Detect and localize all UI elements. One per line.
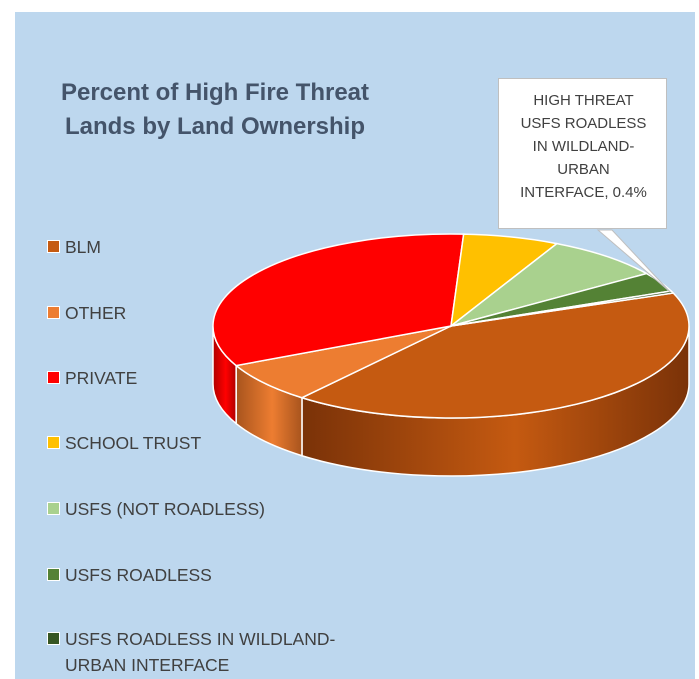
legend-item: USFS ROADLESS IN WILDLAND- URBAN INTERFAC… — [47, 626, 395, 678]
legend-label-line: USFS (NOT ROADLESS) — [65, 499, 265, 519]
legend-swatch — [47, 632, 60, 645]
legend-swatch — [47, 436, 60, 449]
legend-item: SCHOOL TRUST — [47, 430, 395, 456]
legend-swatch — [47, 502, 60, 515]
legend-item: BLM — [47, 234, 395, 260]
pie-slice — [234, 325, 452, 399]
legend-item: PRIVATE — [47, 365, 395, 391]
data-label-line: IN WILDLAND- — [532, 138, 635, 155]
legend-label-line: USFS ROADLESS IN WILDLAND- — [65, 629, 336, 649]
data-label-line: URBAN — [557, 161, 610, 178]
legend-label-line: USFS ROADLESS — [65, 565, 212, 585]
data-label-leader — [596, 229, 671, 293]
data-label-line: INTERFACE, 0.4% — [520, 184, 647, 201]
legend-label: SCHOOL TRUST — [65, 430, 395, 456]
data-label-text: HIGH THREAT USFS ROADLESS IN WILDLAND- URBA… — [499, 89, 668, 204]
legend-swatch — [47, 306, 60, 319]
pie-sides — [212, 325, 690, 477]
legend-label-line: URBAN INTERFACE — [65, 655, 230, 675]
legend-label: USFS (NOT ROADLESS) — [65, 496, 395, 522]
pie-tops — [212, 233, 690, 419]
data-label-callout: HIGH THREAT USFS ROADLESS IN WILDLAND- URBA… — [498, 78, 667, 229]
legend-label-line: OTHER — [65, 303, 127, 323]
pie-slice — [450, 242, 649, 327]
chart-title: Percent of High Fire Threat Lands by Lan… — [40, 76, 390, 144]
data-label-line: HIGH THREAT — [533, 92, 634, 109]
legend-swatch — [47, 568, 60, 581]
legend-label: USFS ROADLESS — [65, 562, 395, 588]
pie-slice — [450, 290, 675, 327]
legend-label-line: SCHOOL TRUST — [65, 433, 202, 453]
legend-swatch — [47, 371, 60, 384]
legend-label: BLM — [65, 234, 395, 260]
legend-swatch — [47, 240, 60, 253]
legend-label: PRIVATE — [65, 365, 395, 391]
legend-label: USFS ROADLESS IN WILDLAND- URBAN INTERFAC… — [65, 626, 395, 678]
legend-label-line: BLM — [65, 237, 101, 257]
legend-label-line: PRIVATE — [65, 368, 138, 388]
pie-slice — [212, 233, 465, 367]
legend-label: OTHER — [65, 300, 395, 326]
pie-slice — [299, 292, 690, 419]
legend-item: OTHER — [47, 300, 395, 326]
legend-item: USFS ROADLESS — [47, 562, 395, 588]
chart-title-text: Percent of High Fire Threat Lands by Lan… — [60, 79, 370, 140]
legend-item: USFS (NOT ROADLESS) — [47, 496, 395, 522]
data-label-line: USFS ROADLESS — [520, 115, 647, 132]
